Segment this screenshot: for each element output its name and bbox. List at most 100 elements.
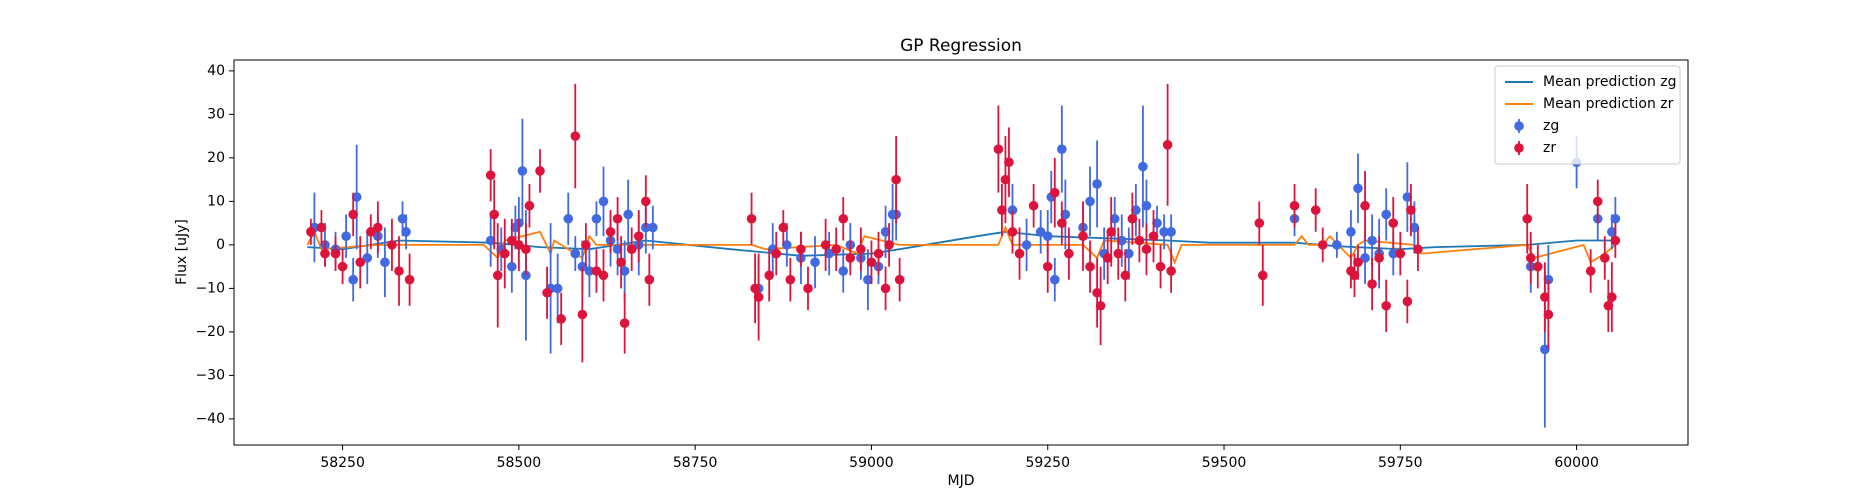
point [778,222,789,233]
point [1162,140,1173,150]
point [306,227,316,237]
point [1540,344,1550,355]
point [803,283,813,294]
point [644,274,655,285]
point [626,244,637,255]
point [753,292,764,302]
point [1042,231,1053,241]
y-axis-label: Flux [uJy] [174,219,190,285]
point [517,166,528,176]
point [880,227,891,237]
point [873,248,884,259]
point [1166,266,1176,276]
point [845,253,856,263]
point [1381,300,1391,311]
point [591,266,602,276]
point [1406,205,1416,215]
x-tick-label: 59750 [1378,455,1423,471]
y-tick-label: 20 [207,150,225,166]
point [1148,231,1159,241]
legend-label: Mean prediction zr [1543,96,1674,112]
point [824,248,834,259]
point [485,170,496,181]
point [764,270,775,281]
point [507,261,517,272]
point [1607,227,1617,237]
point [796,244,806,255]
point [1141,244,1152,255]
point [577,309,588,320]
y-tick-label: −10 [195,280,225,296]
point [1395,248,1406,259]
point [619,266,630,276]
point [894,274,905,285]
point [1152,218,1162,228]
point [598,196,609,207]
point [838,266,849,276]
point [337,261,348,272]
point [341,231,351,241]
point [616,257,626,268]
point [785,274,796,285]
x-tick-label: 60000 [1554,455,1599,471]
point [1120,270,1131,281]
point [373,222,383,233]
x-axis-label: MJD [948,473,975,489]
point [1014,248,1025,259]
point [633,231,644,241]
point [641,196,651,207]
point [316,222,327,233]
point [1388,248,1399,259]
point [856,244,866,255]
point [404,274,415,285]
point [1138,161,1148,172]
point [499,248,510,259]
point [1106,227,1116,237]
point [1353,257,1363,268]
point [521,244,531,255]
point [1000,174,1011,185]
x-tick-label: 58500 [497,455,542,471]
point [1102,253,1113,263]
point [1131,205,1141,215]
point [397,213,408,224]
point [866,257,877,268]
legend-swatch [1514,121,1524,131]
point [1049,187,1060,198]
point [648,222,658,233]
x-tick-label: 59000 [849,455,894,471]
point [1374,253,1384,263]
point [1289,200,1300,211]
x-tick-label: 58250 [320,455,365,471]
point [1346,227,1356,237]
point [1258,270,1268,281]
point [1525,253,1536,263]
point [535,166,545,176]
point [1007,227,1018,237]
point [542,287,552,298]
point [612,244,623,255]
point [330,248,341,259]
point [1388,218,1399,228]
point [1381,209,1391,220]
legend-label: zg [1543,118,1559,134]
point [880,283,891,294]
point [1610,235,1621,246]
point [1035,227,1046,237]
point [884,240,894,250]
point [831,244,841,255]
point [1141,200,1152,211]
point [1057,144,1067,154]
point [1028,200,1039,211]
point [581,240,591,250]
point [362,253,373,263]
point [1042,261,1053,272]
point [1360,200,1370,211]
point [838,213,849,224]
legend-label: zr [1543,140,1556,156]
point [584,266,595,276]
point [514,240,524,250]
point [1064,248,1074,259]
legend-box [1494,65,1681,165]
point [1310,205,1321,215]
